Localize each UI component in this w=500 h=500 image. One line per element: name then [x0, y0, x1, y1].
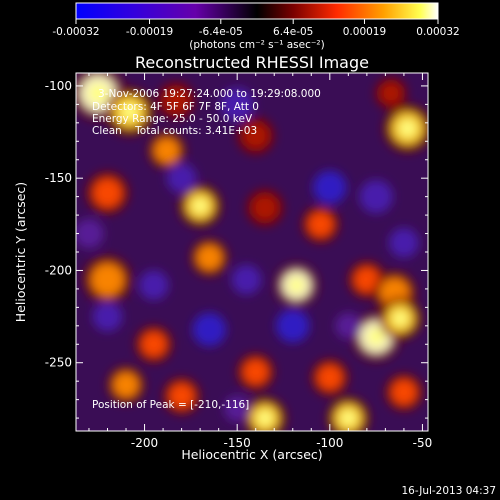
heatmap-negative-blob	[224, 395, 251, 422]
y-axis-ticks: -100 -150 -200 -250	[45, 79, 428, 419]
heatmap-blob-core	[340, 410, 356, 426]
heatmap-emission-blob	[168, 382, 195, 409]
colorbar-tick-label: -0.00019	[126, 26, 173, 38]
colorbar: -0.00032 -0.00019 -6.4e-05 6.4e-05 0.00019 0.…	[52, 2, 460, 51]
heatmap-negative-blob	[92, 301, 123, 332]
heatmap-negative-blob	[76, 218, 104, 249]
colorbar-gradient	[75, 2, 439, 20]
heatmap-negative-blob	[138, 270, 169, 301]
x-axis-ticks: -200 -150 -100 -50	[88, 73, 433, 450]
heatmap-emission-blob	[252, 194, 278, 221]
heatmap-emission-blob	[242, 122, 269, 149]
y-tick-label: -150	[45, 171, 72, 185]
y-tick-label: -100	[45, 79, 72, 93]
colorbar-tick-label: -6.4e-05	[199, 26, 243, 38]
heatmap-negative-blob	[192, 312, 227, 347]
colorbar-unit-label: (photons cm⁻² s⁻¹ asec⁻²)	[189, 39, 324, 51]
heatmap-blob-core	[257, 410, 273, 426]
heatmap-emission-blob	[353, 266, 380, 293]
heatmap-emission-blob	[140, 331, 167, 358]
colorbar-tick-label: 0.00032	[416, 26, 459, 38]
x-tick-label: -50	[413, 436, 433, 450]
time-range-text: 3-Nov-2006 19:27:24.000 to 19:29:08.000	[98, 88, 321, 100]
y-axis-label: Heliocentric Y (arcsec)	[13, 182, 28, 322]
heatmap-emission-blob	[90, 263, 125, 297]
heatmap-emission-blob	[92, 178, 123, 208]
heatmap-emission-blob	[390, 379, 417, 406]
clean-counts-text: Clean Total counts: 3.41E+03	[92, 125, 257, 137]
heatmap-blob-core	[289, 277, 304, 293]
peak-position-text: Position of Peak = [-210,-116]	[92, 399, 249, 411]
heatmap-blob-core	[367, 328, 385, 346]
colorbar-tick-label: -0.00032	[52, 26, 99, 38]
heatmap-negative-blob	[313, 170, 347, 205]
heatmap-emission-blob	[307, 211, 334, 238]
energy-range-text: Energy Range: 25.0 - 50.0 keV	[92, 113, 253, 125]
heatmap-negative-blob	[276, 309, 310, 343]
x-tick-label: -200	[131, 436, 158, 450]
heatmap-image	[76, 73, 428, 431]
heatmap-emission-blob	[379, 82, 403, 105]
heatmap-emission-blob	[316, 364, 343, 391]
heatmap-blob-core	[399, 120, 416, 137]
heatmap-blob-core	[121, 103, 139, 121]
heatmap-negative-blob	[166, 163, 197, 194]
x-axis-label: Heliocentric X (arcsec)	[181, 447, 322, 462]
heatmap-negative-blob	[359, 179, 393, 214]
heatmap-blob-core	[88, 84, 108, 103]
y-tick-label: -250	[45, 356, 72, 370]
colorbar-tick-label: 6.4e-05	[273, 26, 313, 38]
x-tick-label: -100	[316, 436, 343, 450]
heatmap-blob-core	[392, 311, 408, 326]
colorbar-ticks: -0.00032 -0.00019 -6.4e-05 6.4e-05 0.00019 0.…	[52, 19, 460, 38]
x-tick-label: -150	[224, 436, 251, 450]
plot-title: Reconstructed RHESSI Image	[135, 53, 369, 72]
heatmap-emission-blob	[196, 244, 223, 271]
y-tick-label: -200	[45, 263, 72, 277]
heatmap-negative-blob	[231, 264, 262, 295]
heatmap-negative-blob	[335, 312, 362, 339]
heatmap-emission-blob	[113, 371, 139, 398]
timestamp: 16-Jul-2013 04:37	[401, 485, 496, 497]
heatmap-blob-core	[192, 198, 208, 214]
heatmap-blobs	[76, 73, 428, 431]
colorbar-tick-label: 0.00019	[343, 26, 386, 38]
heatmap-emission-blob	[153, 137, 180, 164]
heatmap-emission-blob	[163, 87, 190, 114]
detectors-text: Detectors: 4F 5F 6F 7F 8F, Att 0	[92, 101, 259, 113]
heatmap-negative-blob	[389, 227, 419, 258]
heatmap-negative-blob	[220, 87, 254, 122]
heatmap-emission-blob	[242, 358, 269, 385]
observation-info: 3-Nov-2006 19:27:24.000 to 19:29:08.000 …	[92, 88, 321, 411]
